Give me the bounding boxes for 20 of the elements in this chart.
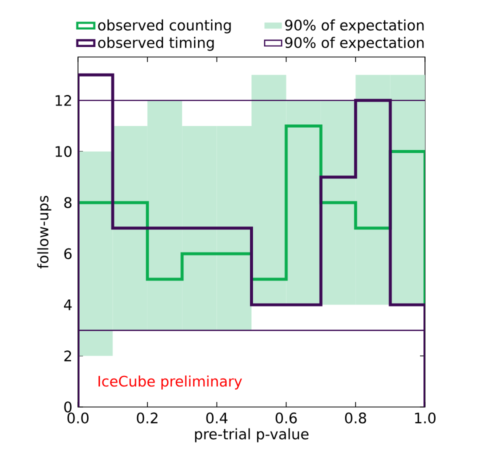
y-tick-label: 6 [64,248,72,260]
x-tick-label: 0.6 [276,412,297,424]
x-axis-title: pre-trial p-value [195,428,308,442]
x-tick-label: 0.8 [345,412,366,424]
y-tick-label: 8 [64,197,72,208]
legend-label: 90% of expectation [285,36,424,51]
annotation: IceCube preliminary [98,375,242,390]
x-tick-label: 0.2 [136,412,158,424]
y-tick-label: 4 [64,300,72,310]
y-tick-label: 2 [64,350,72,362]
y-tick-label: 0 [64,402,72,412]
legend-label: 90% of expectation [285,19,424,34]
y-axis-title: follow-ups [37,196,52,269]
x-tick-label: 0.4 [206,412,228,424]
x-tick-label: 0.0 [67,412,89,424]
legend-label: observed counting [98,19,231,34]
legend-label: observed timing [98,36,214,51]
y-tick-label: 10 [56,146,72,157]
x-tick-label: 1.0 [415,412,436,424]
y-tick-label: 12 [56,95,72,106]
